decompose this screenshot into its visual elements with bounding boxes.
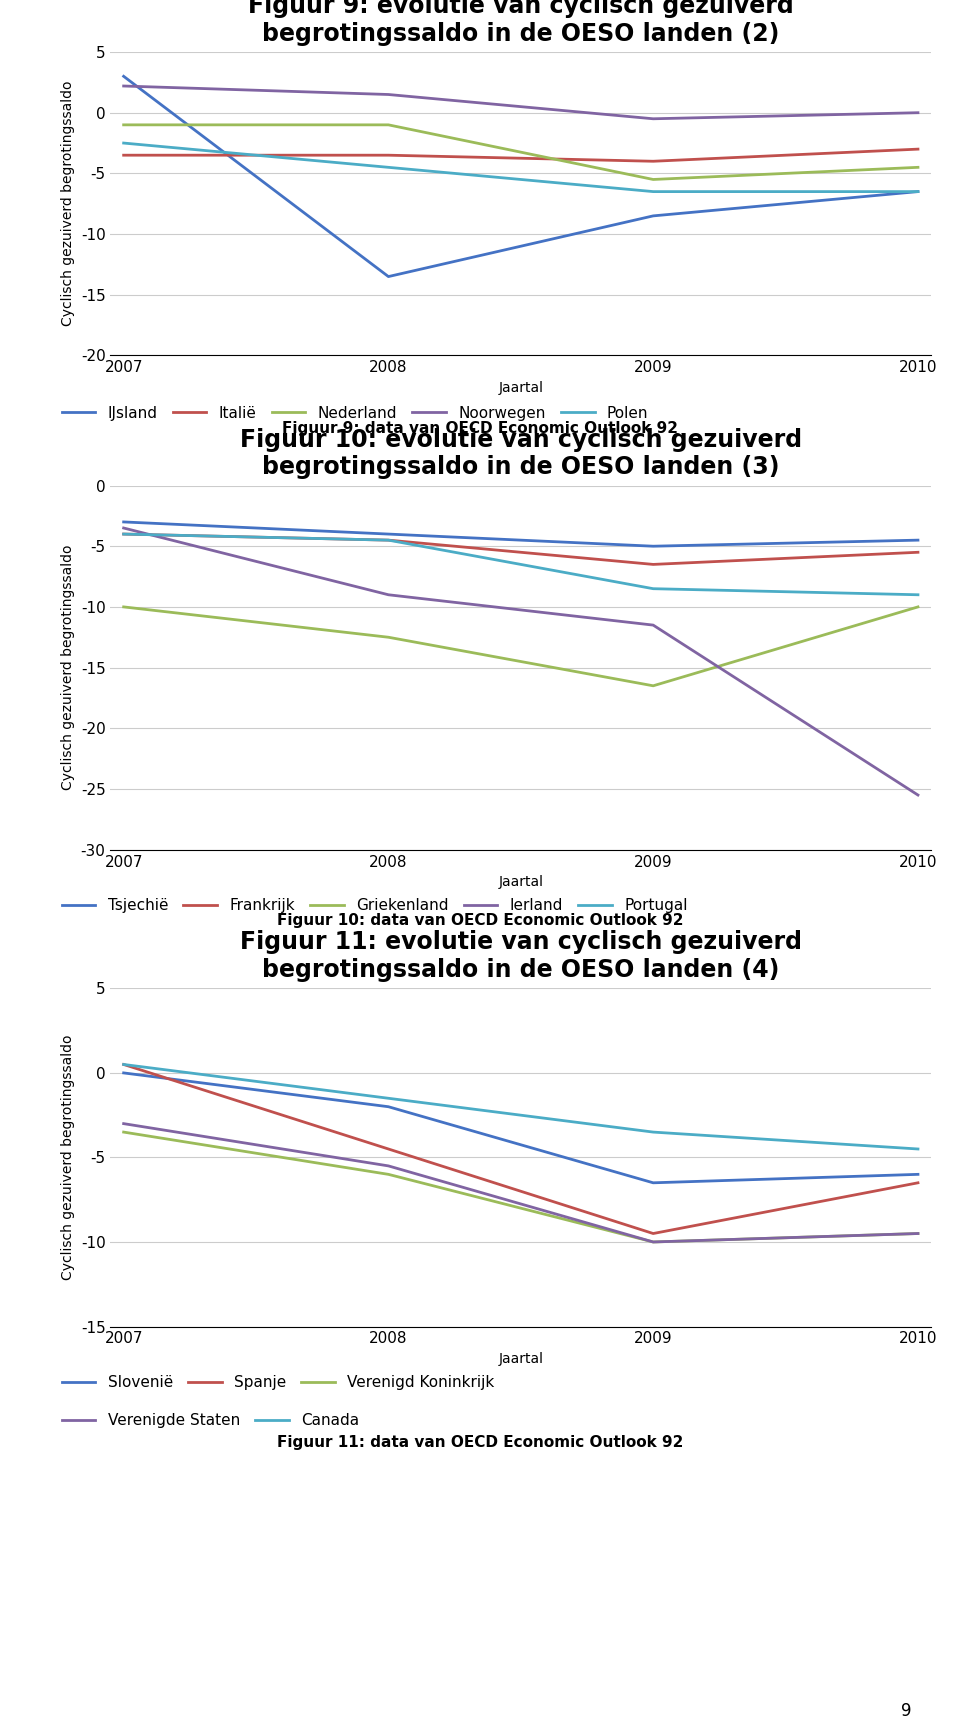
Spanje bbox=[912, 1172, 924, 1193]
Line: Nederland: Nederland bbox=[124, 125, 918, 180]
Line: IJsland: IJsland bbox=[124, 76, 918, 276]
Portugal bbox=[912, 584, 924, 605]
IJsland bbox=[383, 265, 395, 286]
Spanje bbox=[383, 1139, 395, 1160]
X-axis label: Jaartal: Jaartal bbox=[498, 381, 543, 395]
Noorwegen bbox=[383, 83, 395, 104]
X-axis label: Jaartal: Jaartal bbox=[498, 1353, 543, 1366]
IJsland bbox=[912, 180, 924, 201]
Portugal bbox=[383, 531, 395, 551]
Title: Figuur 9: evolutie van cyclisch gezuiverd
begrotingssaldo in de OESO landen (2): Figuur 9: evolutie van cyclisch gezuiver… bbox=[248, 0, 794, 45]
Slovenië bbox=[118, 1063, 130, 1084]
Tsjechië bbox=[647, 536, 659, 557]
Ierland bbox=[118, 517, 130, 538]
Text: Figuur 11: data van OECD Economic Outlook 92: Figuur 11: data van OECD Economic Outloo… bbox=[276, 1436, 684, 1450]
Frankrijk bbox=[647, 553, 659, 574]
Line: Canada: Canada bbox=[124, 1065, 918, 1150]
Legend: Slovenië, Spanje, Verenigd Koninkrijk: Slovenië, Spanje, Verenigd Koninkrijk bbox=[56, 1368, 501, 1396]
Griekenland bbox=[383, 626, 395, 647]
Y-axis label: Cyclisch gezuiverd begrotingssaldo: Cyclisch gezuiverd begrotingssaldo bbox=[61, 1035, 75, 1280]
Canada bbox=[383, 1087, 395, 1108]
Italië bbox=[383, 144, 395, 165]
Griekenland bbox=[118, 596, 130, 617]
Polen bbox=[647, 180, 659, 201]
Line: Italië: Italië bbox=[124, 149, 918, 161]
Line: Verenigd Koninkrijk: Verenigd Koninkrijk bbox=[124, 1132, 918, 1242]
Line: Frankrijk: Frankrijk bbox=[124, 534, 918, 564]
Legend: Verenigde Staten, Canada: Verenigde Staten, Canada bbox=[56, 1406, 365, 1434]
Portugal bbox=[118, 524, 130, 544]
Polen bbox=[912, 180, 924, 201]
Text: 9: 9 bbox=[901, 1703, 912, 1720]
Line: Portugal: Portugal bbox=[124, 534, 918, 595]
Line: Tsjechië: Tsjechië bbox=[124, 522, 918, 546]
IJsland bbox=[118, 66, 130, 87]
Text: Figuur 9: data van OECD Economic Outlook 92: Figuur 9: data van OECD Economic Outlook… bbox=[282, 421, 678, 435]
Tsjechië bbox=[383, 524, 395, 544]
Frankrijk bbox=[383, 531, 395, 551]
Y-axis label: Cyclisch gezuiverd begrotingssaldo: Cyclisch gezuiverd begrotingssaldo bbox=[61, 81, 75, 326]
Verenigd Koninkrijk bbox=[647, 1231, 659, 1252]
Verenigd Koninkrijk bbox=[912, 1222, 924, 1243]
Canada bbox=[118, 1054, 130, 1075]
Slovenië bbox=[383, 1096, 395, 1117]
Nederland bbox=[912, 158, 924, 179]
Verenigde Staten bbox=[118, 1113, 130, 1134]
Griekenland bbox=[912, 596, 924, 617]
Italië bbox=[647, 151, 659, 172]
Slovenië bbox=[912, 1164, 924, 1184]
Verenigde Staten bbox=[383, 1155, 395, 1176]
Portugal bbox=[647, 579, 659, 600]
Italië bbox=[118, 144, 130, 165]
Line: Noorwegen: Noorwegen bbox=[124, 87, 918, 118]
Line: Polen: Polen bbox=[124, 144, 918, 191]
Text: Figuur 10: data van OECD Economic Outlook 92: Figuur 10: data van OECD Economic Outloo… bbox=[276, 914, 684, 928]
Frankrijk bbox=[912, 541, 924, 562]
Line: Verenigde Staten: Verenigde Staten bbox=[124, 1124, 918, 1242]
Ierland bbox=[383, 584, 395, 605]
Y-axis label: Cyclisch gezuiverd begrotingssaldo: Cyclisch gezuiverd begrotingssaldo bbox=[61, 544, 75, 791]
Polen bbox=[118, 134, 130, 154]
Nederland bbox=[647, 170, 659, 191]
Tsjechië bbox=[912, 531, 924, 551]
Frankrijk bbox=[118, 524, 130, 544]
Line: Ierland: Ierland bbox=[124, 527, 918, 794]
Noorwegen bbox=[912, 102, 924, 123]
Nederland bbox=[118, 114, 130, 135]
Legend: IJsland, Italië, Nederland, Noorwegen, Polen: IJsland, Italië, Nederland, Noorwegen, P… bbox=[56, 399, 655, 427]
Title: Figuur 11: evolutie van cyclisch gezuiverd
begrotingssaldo in de OESO landen (4): Figuur 11: evolutie van cyclisch gezuive… bbox=[240, 931, 802, 981]
Legend: Tsjechië, Frankrijk, Griekenland, Ierland, Portugal: Tsjechië, Frankrijk, Griekenland, Ierlan… bbox=[56, 891, 694, 919]
Ierland bbox=[912, 784, 924, 805]
Noorwegen bbox=[118, 76, 130, 97]
Canada bbox=[912, 1139, 924, 1160]
Verenigd Koninkrijk bbox=[383, 1164, 395, 1184]
Title: Figuur 10: evolutie van cyclisch gezuiverd
begrotingssaldo in de OESO landen (3): Figuur 10: evolutie van cyclisch gezuive… bbox=[240, 428, 802, 479]
Italië bbox=[912, 139, 924, 160]
IJsland bbox=[647, 205, 659, 225]
Ierland bbox=[647, 614, 659, 635]
Verenigde Staten bbox=[912, 1222, 924, 1243]
X-axis label: Jaartal: Jaartal bbox=[498, 876, 543, 890]
Verenigde Staten bbox=[647, 1231, 659, 1252]
Slovenië bbox=[647, 1172, 659, 1193]
Canada bbox=[647, 1122, 659, 1143]
Noorwegen bbox=[647, 108, 659, 130]
Line: Spanje: Spanje bbox=[124, 1065, 918, 1233]
Verenigd Koninkrijk bbox=[118, 1122, 130, 1143]
Spanje bbox=[647, 1222, 659, 1243]
Polen bbox=[383, 158, 395, 179]
Spanje bbox=[118, 1054, 130, 1075]
Line: Slovenië: Slovenië bbox=[124, 1073, 918, 1183]
Griekenland bbox=[647, 675, 659, 695]
Nederland bbox=[383, 114, 395, 135]
Tsjechië bbox=[118, 512, 130, 532]
Line: Griekenland: Griekenland bbox=[124, 607, 918, 685]
